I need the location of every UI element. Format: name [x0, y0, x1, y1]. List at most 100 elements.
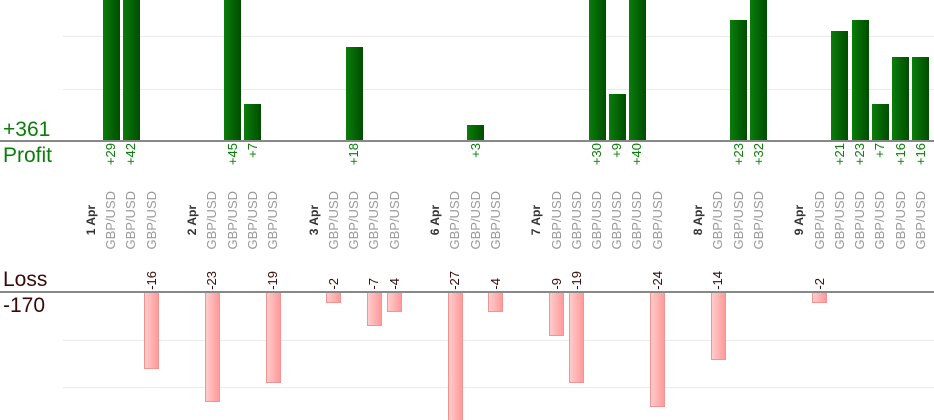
- profit-bar: [102, 0, 120, 141]
- loss-bar: [265, 292, 281, 384]
- profit-bar: [628, 0, 646, 141]
- loss-value-label: -2: [811, 278, 827, 290]
- loss-value-label: -23: [204, 271, 220, 290]
- loss-bar: [387, 292, 403, 312]
- instrument-label: GBP/USD: [447, 191, 463, 250]
- profit-bar: [851, 20, 869, 141]
- loss-bar: [204, 292, 220, 403]
- loss-bar: [326, 292, 342, 303]
- profit-value-label: +23: [852, 143, 868, 166]
- profit-value-label: +42: [123, 143, 139, 166]
- profit-value-label: +3: [467, 143, 483, 158]
- instrument-label: GBP/USD: [892, 191, 908, 250]
- date-label: 2 Apr: [185, 204, 200, 235]
- instrument-label: GBP/USD: [265, 191, 281, 250]
- loss-bar: [569, 292, 585, 384]
- profit-value-label: +9: [609, 143, 625, 158]
- loss-value-label: -7: [366, 278, 382, 290]
- loss-value-label: -27: [447, 271, 463, 290]
- instrument-label: GBP/USD: [730, 191, 746, 250]
- date-label: 8 Apr: [691, 204, 706, 235]
- instrument-label: GBP/USD: [649, 191, 665, 250]
- profit-bar: [892, 57, 910, 141]
- profit-value-label: +16: [892, 143, 908, 166]
- instrument-label: GBP/USD: [872, 191, 888, 250]
- loss-value-label: -19: [568, 271, 584, 290]
- loss-bar: [488, 292, 504, 312]
- loss-value-label: -4: [386, 278, 402, 290]
- instrument-label: GBP/USD: [750, 191, 766, 250]
- profit-bar: [912, 57, 930, 141]
- loss-bar: [710, 292, 726, 360]
- instrument-label: GBP/USD: [548, 191, 564, 250]
- profit-bar: [224, 0, 242, 141]
- date-label: 3 Apr: [306, 204, 321, 235]
- instrument-label: GBP/USD: [346, 191, 362, 250]
- instrument-label: GBP/USD: [204, 191, 220, 250]
- instrument-label: GBP/USD: [244, 191, 260, 250]
- instrument-label: GBP/USD: [609, 191, 625, 250]
- instrument-label: GBP/USD: [325, 191, 341, 250]
- profit-value-label: +32: [750, 143, 766, 166]
- profit-value-label: +18: [346, 143, 362, 166]
- loss-value-label: -19: [265, 271, 281, 290]
- instrument-label: GBP/USD: [366, 191, 382, 250]
- loss-bar: [549, 292, 565, 336]
- profit-bar: [831, 30, 849, 141]
- profit-value-label: +30: [589, 143, 604, 166]
- profit-bar: [244, 104, 262, 141]
- profit-value-label: +29: [103, 143, 119, 166]
- profit-bar: [467, 125, 485, 141]
- instrument-label: GBP/USD: [103, 191, 119, 250]
- loss-value-label: -9: [548, 278, 564, 290]
- date-label: 6 Apr: [428, 204, 443, 235]
- profit-gridline: [63, 89, 934, 90]
- profit-value-label: +7: [872, 143, 888, 158]
- instrument-label: GBP/USD: [852, 191, 868, 250]
- date-label: 7 Apr: [529, 204, 544, 235]
- profit-bar: [608, 93, 626, 141]
- date-label: 9 Apr: [792, 204, 807, 235]
- profit-label: Profit: [3, 144, 53, 167]
- loss-bar: [447, 292, 463, 420]
- instrument-label: GBP/USD: [487, 191, 503, 250]
- profit-value-label: +7: [244, 143, 260, 158]
- profit-bar: [588, 0, 606, 141]
- instrument-label: GBP/USD: [224, 191, 240, 250]
- instrument-label: GBP/USD: [589, 191, 604, 250]
- profit-gridline: [63, 36, 934, 37]
- instrument-label: GBP/USD: [629, 191, 645, 250]
- profit-bar: [122, 0, 140, 141]
- instrument-label: GBP/USD: [143, 191, 159, 250]
- profit-bar: [730, 20, 748, 141]
- loss-value-label: -2: [325, 278, 341, 290]
- loss-gridline: [63, 340, 934, 341]
- loss-bar: [650, 292, 666, 407]
- instrument-label: GBP/USD: [568, 191, 584, 250]
- instrument-label: GBP/USD: [123, 191, 139, 250]
- profit-value-label: +23: [730, 143, 746, 166]
- profit-value-label: +40: [629, 143, 645, 166]
- profit-baseline: [0, 140, 934, 142]
- instrument-label: GBP/USD: [912, 191, 928, 250]
- date-label: 1 Apr: [84, 204, 98, 235]
- instrument-label: GBP/USD: [811, 191, 827, 250]
- loss-baseline: [0, 291, 934, 293]
- loss-total: -170: [3, 294, 46, 317]
- loss-value-label: -24: [649, 271, 665, 290]
- loss-label: Loss: [3, 268, 48, 291]
- instrument-label: GBP/USD: [831, 191, 847, 250]
- profit-bar: [345, 46, 363, 141]
- profit-bar: [871, 104, 889, 141]
- profit-total: +361: [3, 118, 51, 141]
- profit-bar: [750, 0, 768, 141]
- loss-value-label: -4: [487, 278, 503, 290]
- profit-value-label: +21: [831, 143, 847, 166]
- instrument-label: GBP/USD: [467, 191, 483, 250]
- loss-bar: [366, 292, 382, 327]
- loss-gridline: [63, 387, 934, 388]
- instrument-label: GBP/USD: [386, 191, 402, 250]
- loss-value-label: -16: [143, 271, 159, 290]
- profit-value-label: +45: [224, 143, 240, 166]
